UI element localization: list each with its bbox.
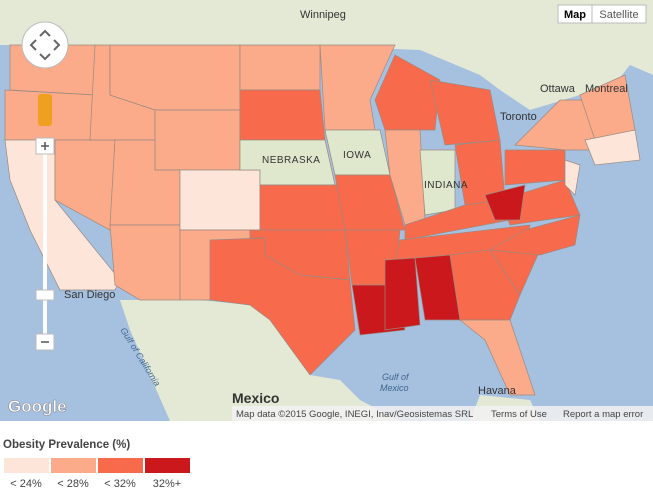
states [4, 44, 641, 396]
legend-label: < 32% [104, 478, 136, 490]
state [488, 214, 581, 256]
legend-swatch [98, 458, 143, 473]
place-label: San Diego [64, 289, 115, 301]
place-label: IOWA [343, 150, 371, 161]
water-label: Gulf of [382, 372, 410, 382]
legend-label: 32%+ [153, 478, 181, 490]
state [239, 89, 326, 141]
legend-swatch [145, 458, 190, 473]
place-label: Toronto [500, 111, 537, 123]
state [154, 109, 241, 171]
canada [0, 0, 653, 110]
map-button-label: Map [564, 9, 586, 21]
state [259, 184, 346, 231]
state [109, 224, 181, 301]
state [109, 44, 241, 111]
place-label: NEBRASKA [262, 155, 320, 166]
state [584, 129, 641, 166]
zoom-in-icon [41, 142, 49, 150]
state [209, 237, 356, 376]
place-label: Mexico [232, 390, 279, 406]
state [449, 249, 521, 321]
state [384, 257, 421, 331]
state [484, 184, 526, 221]
google-logo: Google [8, 397, 67, 416]
satellite-button[interactable] [591, 4, 647, 24]
attribution: Map data ©2015 Google, INEGI, Inav/Geosi… [236, 409, 473, 420]
state [504, 149, 566, 186]
zoom-slider[interactable] [35, 289, 55, 301]
state [459, 319, 536, 396]
pan-control[interactable] [21, 21, 69, 69]
state [564, 159, 581, 196]
satellite-button-label: Satellite [599, 9, 638, 21]
pegman[interactable] [38, 94, 52, 126]
report-link[interactable]: Report a map error [563, 409, 643, 420]
legend-swatch [51, 458, 96, 473]
legend-label: < 28% [57, 478, 89, 490]
water-label: Mexico [380, 383, 409, 393]
terms-link[interactable]: Terms of Use [491, 409, 547, 420]
legend-label: < 24% [10, 478, 42, 490]
place-label: INDIANA [424, 180, 468, 191]
state [319, 44, 396, 131]
legend-swatch [4, 458, 49, 473]
map-controls: Map Satellite [21, 4, 647, 351]
mexico-land [120, 300, 400, 421]
place-label: Winnipeg [300, 9, 346, 21]
place-label: Montreal [585, 83, 628, 95]
state [239, 44, 321, 91]
state [179, 169, 261, 231]
legend-title: Obesity Prevalence (%) [3, 439, 130, 451]
legend: < 24% < 28% < 32% 32%+ [4, 458, 190, 490]
pan-arrows [29, 29, 61, 61]
place-label: Havana [478, 385, 517, 397]
attribution-bar [232, 406, 653, 421]
place-label: Ottawa [540, 83, 576, 95]
